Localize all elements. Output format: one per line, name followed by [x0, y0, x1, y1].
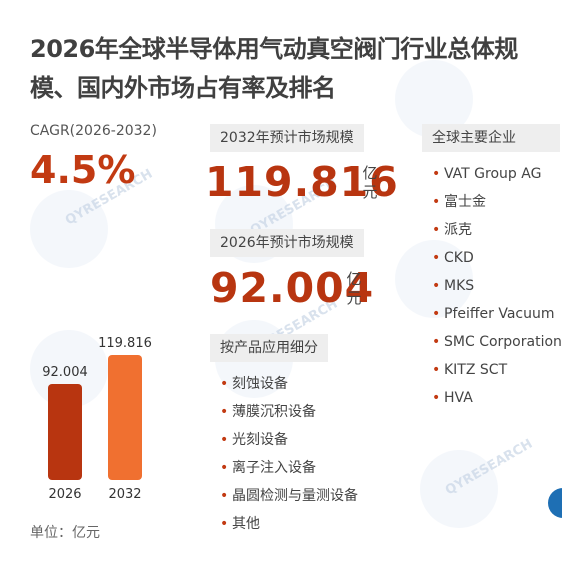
- bar-2032: [108, 355, 142, 480]
- cagr-label: CAGR(2026-2032): [30, 123, 157, 139]
- page-title: 2026年全球半导体用气动真空阀门行业总体规模、国内外市场占有率及排名: [30, 35, 518, 102]
- bar-value-label: 119.816: [98, 336, 152, 351]
- list-item: • 其他: [218, 510, 358, 538]
- company-label: VAT Group AG: [444, 166, 542, 182]
- bullet-icon: •: [432, 194, 441, 210]
- list-item: • 晶圆检测与量测设备: [218, 482, 358, 510]
- bullet-icon: •: [432, 278, 441, 294]
- company-label: CKD: [444, 250, 474, 266]
- list-item: • 派克: [430, 216, 562, 244]
- bar-2026: [48, 384, 82, 480]
- bullet-icon: •: [220, 376, 229, 392]
- company-label: MKS: [444, 278, 475, 294]
- list-item: • 薄膜沉积设备: [218, 398, 358, 426]
- market-size-bar-chart: 92.004 2026 119.816 2032: [42, 336, 152, 502]
- unit-note: 单位：亿元: [30, 525, 100, 541]
- segment-label: 其他: [232, 516, 260, 532]
- bullet-icon: •: [432, 334, 441, 350]
- list-item: • 离子注入设备: [218, 454, 358, 482]
- bullet-icon: •: [220, 432, 229, 448]
- watermark-circle: [30, 190, 108, 268]
- bullet-icon: •: [220, 516, 229, 532]
- list-item: • Pfeiffer Vacuum: [430, 300, 562, 328]
- companies-list: • VAT Group AG • 富士金 • 派克 • CKD • MKS • Pfeiff…: [430, 160, 562, 412]
- category-label: 2032: [108, 487, 141, 502]
- segments-list: • 刻蚀设备 • 薄膜沉积设备 • 光刻设备 • 离子注入设备 • 晶圆检测与量测设备 •…: [218, 370, 358, 538]
- cagr-value: 4.5%: [30, 148, 136, 192]
- forecast-2032-label: 2032年预计市场规模: [210, 124, 364, 152]
- company-label: SMC Corporation: [444, 334, 562, 350]
- list-item: • 刻蚀设备: [218, 370, 358, 398]
- list-item: • 富士金: [430, 188, 562, 216]
- bullet-icon: •: [432, 250, 441, 266]
- bullet-icon: •: [432, 306, 441, 322]
- segment-label: 刻蚀设备: [232, 376, 288, 392]
- watermark-circle: [420, 450, 498, 528]
- bullet-icon: •: [432, 166, 441, 182]
- bar-value-label: 92.004: [42, 365, 88, 380]
- company-label: 富士金: [444, 194, 486, 210]
- bullet-icon: •: [220, 404, 229, 420]
- list-item: • MKS: [430, 272, 562, 300]
- segment-label: 薄膜沉积设备: [232, 404, 316, 420]
- bullet-icon: •: [432, 390, 441, 406]
- segments-label: 按产品应用细分: [210, 334, 328, 362]
- bullet-icon: •: [432, 362, 441, 378]
- forecast-2032-value: 119.816: [205, 158, 399, 206]
- logo-circle-icon: [548, 488, 562, 518]
- list-item: • VAT Group AG: [430, 160, 562, 188]
- watermark-circle: [395, 240, 473, 318]
- list-item: • HVA: [430, 384, 562, 412]
- companies-label: 全球主要企业: [422, 124, 560, 152]
- company-label: HVA: [444, 390, 473, 406]
- list-item: • CKD: [430, 244, 562, 272]
- forecast-2026-unit: 亿元: [346, 270, 362, 307]
- category-label: 2026: [48, 487, 81, 502]
- forecast-2026-label: 2026年预计市场规模: [210, 229, 364, 257]
- bullet-icon: •: [432, 222, 441, 238]
- segment-label: 离子注入设备: [232, 460, 316, 476]
- list-item: • 光刻设备: [218, 426, 358, 454]
- bullet-icon: •: [220, 460, 229, 476]
- company-label: KITZ SCT: [444, 362, 508, 378]
- segment-label: 晶圆检测与量测设备: [232, 488, 358, 504]
- forecast-2026-value: 92.004: [210, 264, 375, 312]
- list-item: • SMC Corporation: [430, 328, 562, 356]
- forecast-2032-unit: 亿元: [362, 164, 378, 201]
- bullet-icon: •: [220, 488, 229, 504]
- company-label: 派克: [444, 222, 472, 238]
- company-label: Pfeiffer Vacuum: [444, 306, 555, 322]
- list-item: • KITZ SCT: [430, 356, 562, 384]
- segment-label: 光刻设备: [232, 432, 288, 448]
